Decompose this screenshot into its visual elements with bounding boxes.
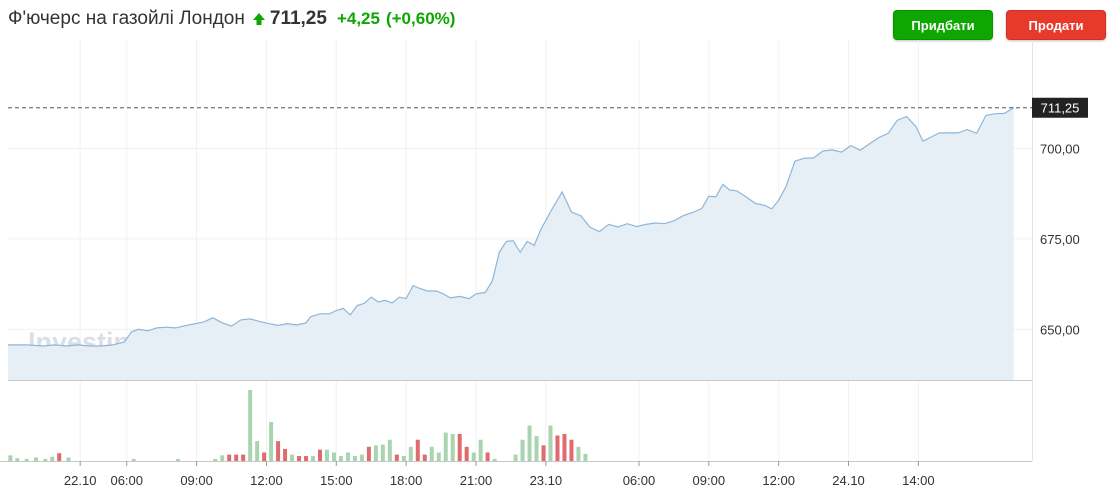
volume-bar — [15, 458, 20, 461]
volume-bar — [576, 446, 581, 461]
y-tick-label: 675,00 — [1040, 232, 1080, 247]
volume-bar — [304, 456, 309, 461]
volume-bar — [457, 434, 462, 461]
volume-bar — [415, 439, 420, 461]
volume-bar — [345, 452, 350, 461]
volume-bar — [583, 453, 588, 461]
last-price: 711,25 — [269, 8, 327, 29]
volume-bar — [269, 421, 274, 461]
volume-bar — [373, 445, 378, 461]
volume-bar — [227, 454, 232, 461]
x-tick-label: 21:00 — [460, 473, 493, 488]
volume-bar — [359, 454, 364, 461]
volume-bar — [131, 458, 136, 461]
volume-bar — [24, 458, 29, 461]
instrument-title: Ф'ючерс на газойлі Лондон — [8, 8, 245, 29]
volume-bar — [338, 456, 343, 461]
volume-bar — [255, 441, 260, 461]
volume-bar — [8, 455, 13, 461]
x-tick-label: 15:00 — [320, 473, 353, 488]
volume-bar — [220, 455, 225, 461]
x-tick-label: 06:00 — [623, 473, 656, 488]
x-tick-label: 22.10 — [64, 473, 97, 488]
x-tick-label: 06:00 — [110, 473, 143, 488]
x-tick-label: 09:00 — [693, 473, 726, 488]
last-price-label: 711,25 — [1041, 101, 1080, 116]
price-change-percent: (+0,60%) — [385, 9, 456, 28]
x-tick-label: 12:00 — [762, 473, 795, 488]
volume-bar — [262, 452, 267, 461]
volume-bar — [555, 435, 560, 461]
y-tick-label: 650,00 — [1040, 322, 1080, 337]
x-tick-label: 18:00 — [390, 473, 423, 488]
x-tick-label: 24.10 — [832, 473, 865, 488]
x-tick-label: 12:00 — [250, 473, 283, 488]
volume-bar — [175, 458, 180, 461]
volume-bar — [366, 446, 371, 461]
price-area — [8, 107, 1014, 380]
volume-bar — [520, 439, 525, 461]
volume-bar — [234, 454, 239, 461]
volume-bar — [548, 425, 553, 461]
price-line — [8, 107, 1015, 347]
last-price-tag — [1032, 97, 1088, 118]
volume-bar — [534, 436, 539, 461]
volume-bar — [66, 457, 71, 461]
volume-bar — [43, 458, 48, 461]
volume-bar — [331, 452, 336, 461]
sell-button[interactable]: Продати — [1006, 10, 1106, 40]
volume-bar — [394, 454, 399, 461]
buy-button[interactable]: Придбати — [893, 10, 993, 40]
volume-bar — [450, 434, 455, 461]
x-tick-label: 14:00 — [902, 473, 935, 488]
volume-bar — [33, 457, 38, 461]
volume-bar — [401, 456, 406, 461]
volume-bar — [283, 448, 288, 461]
volume-bar — [429, 446, 434, 461]
volume-bar — [311, 456, 316, 461]
volume-bar — [248, 390, 253, 461]
volume-bar — [213, 458, 218, 461]
volume-bar — [562, 434, 567, 461]
volume-bar — [464, 446, 469, 461]
volume-bar — [324, 449, 329, 461]
chart-header: Ф'ючерс на газойлі Лондон 711,25 +4,25 (… — [0, 0, 1117, 40]
price-change: +4,25 — [336, 9, 380, 28]
arrow-up-icon — [252, 13, 265, 25]
volume-bar — [443, 432, 448, 461]
x-tick-label: 23.10 — [530, 473, 563, 488]
volume-bar — [50, 456, 55, 461]
volume-bar — [492, 458, 497, 461]
volume-bar — [241, 454, 246, 461]
volume-bar — [541, 445, 546, 461]
y-tick-label: 700,00 — [1040, 141, 1080, 156]
volume-bar — [569, 439, 574, 461]
volume-bar — [276, 441, 281, 461]
volume-bar — [387, 439, 392, 461]
volume-bar — [297, 456, 302, 461]
volume-bar — [290, 454, 295, 461]
volume-bar — [352, 456, 357, 461]
volume-bar — [436, 452, 441, 461]
volume-bar — [422, 454, 427, 461]
volume-bar — [57, 453, 62, 461]
volume-bar — [471, 452, 476, 461]
volume-bar — [408, 446, 413, 461]
volume-bar — [380, 444, 385, 461]
volume-bar — [527, 425, 532, 461]
volume-bar — [478, 439, 483, 461]
volume-bar — [513, 454, 518, 461]
volume-bar — [317, 449, 322, 461]
x-tick-label: 09:00 — [180, 473, 213, 488]
volume-bar — [485, 452, 490, 461]
instrument-heading: Ф'ючерс на газойлі Лондон 711,25 +4,25 (… — [8, 8, 455, 30]
